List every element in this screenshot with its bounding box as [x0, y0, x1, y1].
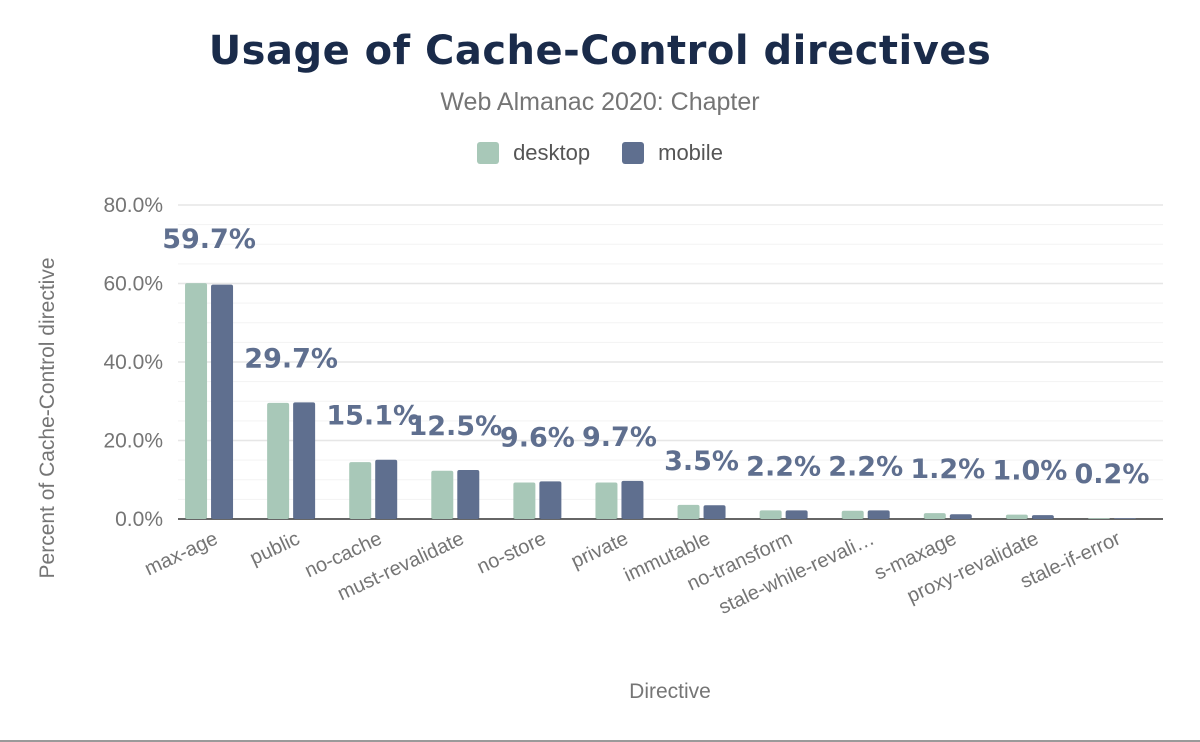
chart-subtitle: Web Almanac 2020: Chapter	[440, 88, 760, 116]
data-label: 2.2%	[828, 451, 903, 482]
bar-desktop-0	[185, 283, 208, 519]
bar-mobile-2	[375, 459, 398, 519]
x-tick-label: no-store	[474, 528, 550, 579]
bar-mobile-11	[1113, 518, 1136, 519]
bar-desktop-8	[841, 510, 864, 519]
bar-mobile-5	[621, 480, 644, 519]
data-label: 29.7%	[244, 343, 338, 374]
x-tick-label: max-age	[141, 528, 221, 581]
bar-desktop-11	[1087, 518, 1110, 519]
data-label: 2.2%	[746, 451, 821, 482]
legend-swatch-desktop	[477, 142, 500, 164]
bar-desktop-7	[759, 510, 782, 519]
bar-mobile-7	[785, 510, 808, 519]
legend-label-desktop: desktop	[513, 140, 591, 165]
data-label: 0.2%	[1075, 459, 1150, 490]
bar-mobile-6	[703, 505, 726, 519]
bar-mobile-8	[867, 510, 890, 519]
bar-desktop-1	[267, 402, 290, 519]
bar-desktop-10	[1005, 514, 1028, 519]
bar-mobile-1	[293, 402, 316, 519]
bottom-divider	[0, 740, 1200, 742]
chart-legend: desktop mobile	[0, 140, 1200, 166]
bar-desktop-4	[513, 482, 536, 519]
data-label: 15.1%	[326, 401, 420, 432]
data-label: 12.5%	[408, 411, 502, 442]
data-label: 1.0%	[992, 456, 1067, 487]
bar-desktop-5	[595, 482, 618, 519]
y-axis-title: Percent of Cache-Control directive	[36, 258, 59, 579]
y-tick-label: 80.0%	[103, 194, 163, 217]
legend-swatch-mobile	[622, 142, 645, 164]
chart-title: Usage of Cache-Control directives	[208, 28, 992, 74]
data-label: 9.6%	[500, 422, 575, 453]
y-tick-label: 0.0%	[115, 508, 163, 531]
bar-mobile-9	[949, 514, 972, 519]
legend-item-desktop[interactable]: desktop	[477, 140, 590, 166]
bar-desktop-3	[431, 470, 454, 519]
y-tick-label: 40.0%	[103, 351, 163, 374]
bar-mobile-3	[457, 469, 480, 519]
y-tick-label: 60.0%	[103, 273, 163, 296]
bar-mobile-10	[1031, 515, 1054, 519]
data-label: 3.5%	[664, 446, 739, 477]
y-tick-label: 20.0%	[103, 430, 163, 453]
data-label: 59.7%	[162, 224, 256, 255]
bar-mobile-0	[211, 284, 234, 519]
bar-mobile-4	[539, 481, 562, 519]
legend-item-mobile[interactable]: mobile	[622, 140, 723, 166]
x-axis-title: Directive	[629, 680, 711, 703]
data-label: 9.7%	[582, 422, 657, 453]
legend-label-mobile: mobile	[658, 140, 723, 165]
x-tick-label: public	[247, 528, 304, 570]
bar-desktop-6	[677, 504, 700, 519]
data-label: 1.2%	[910, 454, 985, 485]
bar-desktop-2	[349, 462, 372, 519]
bar-desktop-9	[923, 513, 946, 519]
